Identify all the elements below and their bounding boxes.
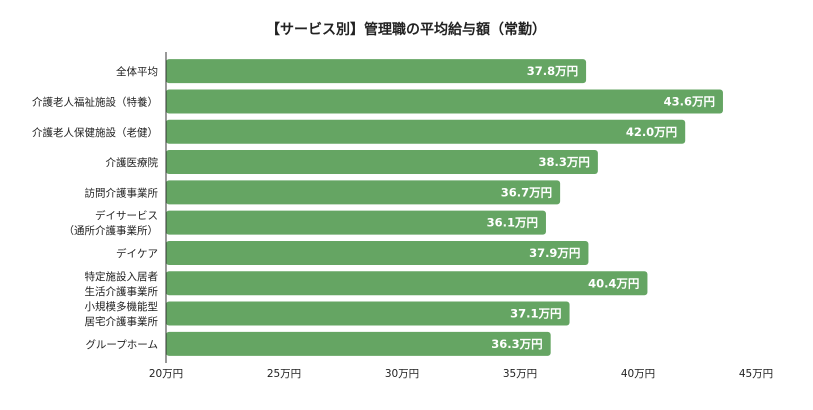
bar-value-label-3: 38.3万円 [539,155,590,169]
bar-4 [166,180,561,205]
category-label-1: 介護老人福祉施設（特養） [32,95,158,108]
bar-2 [166,119,686,144]
category-label-8: 小規模多機能型居宅介護事業所 [85,300,159,328]
bar-9 [166,331,551,356]
bar-value-label-0: 37.8万円 [527,64,578,78]
bar-value-label-2: 42.0万円 [626,125,677,139]
x-tick-labels-group: 20万円 25万円 30万円 35万円 40万円 45万円 [149,368,773,380]
bar-value-label-9: 36.3万円 [491,337,542,351]
category-label-3: 介護医療院 [106,156,159,169]
category-label-4: 訪問介護事業所 [85,186,159,199]
bars-group: 37.8万円 43.6万円 42.0万円 38.3万円 36.7万円 36.1万円 37.9… [166,59,723,356]
bar-value-label-7: 40.4万円 [588,276,639,290]
bar-8 [166,301,570,326]
bar-value-label-8: 37.1万円 [510,307,561,321]
bar-6 [166,240,589,265]
bar-value-label-1: 43.6万円 [664,94,715,108]
x-tick-label-0: 20万円 [149,368,183,380]
bar-value-label-5: 36.1万円 [487,216,538,230]
bar-1 [166,89,723,114]
x-tick-label-2: 30万円 [385,368,419,380]
category-label-9: グループホーム [85,338,158,351]
x-tick-label-1: 25万円 [267,368,301,380]
category-label-0: 全体平均 [116,65,158,78]
bar-3 [166,150,598,175]
bar-7 [166,271,648,296]
bar-5 [166,210,546,235]
bar-value-label-4: 36.7万円 [501,185,552,199]
category-label-2: 介護老人保健施設（老健） [32,126,158,139]
category-label-7: 特定施設入居者生活介護事業所 [85,270,159,298]
x-tick-label-5: 45万円 [739,368,773,380]
x-tick-label-3: 35万円 [503,368,537,380]
bar-value-label-6: 37.9万円 [529,246,580,260]
bar-0 [166,59,587,84]
x-tick-label-4: 40万円 [621,368,655,380]
category-label-5: デイサービス（通所介護事業所） [64,209,159,237]
chart-title: 【サービス別】管理職の平均給与額（常勤） [266,21,546,38]
category-label-6: デイケア [116,247,158,260]
